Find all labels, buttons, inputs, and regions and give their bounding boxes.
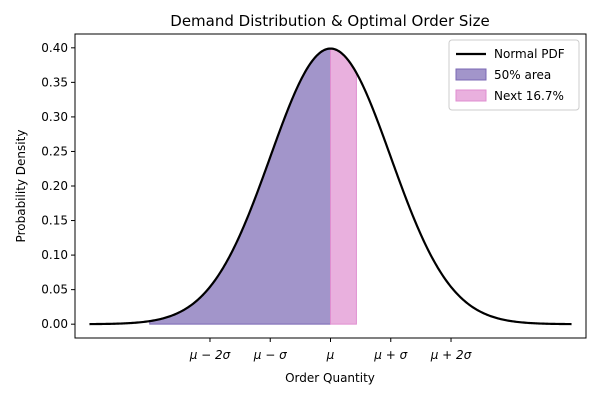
y-tick-label: 0.05 (41, 283, 68, 297)
normal-pdf-curve (89, 47, 572, 326)
x-tick-label: μ (326, 348, 335, 362)
x-tick-label: μ + 2σ (430, 348, 472, 362)
shaded-region-0 (149, 48, 331, 325)
y-tick-label: 0.25 (41, 144, 68, 158)
x-tick-label: μ − σ (253, 348, 287, 362)
y-tick-label: 0.15 (41, 214, 68, 228)
chart-title: Demand Distribution & Optimal Order Size (170, 12, 489, 30)
x-tick-label: μ + σ (373, 348, 407, 362)
x-axis: μ − 2σ μ − σ μ μ + σ μ + 2σ (189, 338, 472, 362)
y-tick-label: 0.40 (41, 41, 68, 55)
legend-label-next-16-7: Next 16.7% (494, 89, 564, 103)
legend: Normal PDF 50% area Next 16.7% (448, 39, 580, 111)
x-tick-label: μ − 2σ (189, 348, 231, 362)
legend-label-normal-pdf: Normal PDF (494, 47, 565, 61)
shaded-region-1 (330, 48, 357, 325)
legend-swatch-next-16-7 (455, 89, 487, 102)
y-tick-label: 0.00 (41, 317, 68, 331)
y-axis: 0.00 0.05 0.10 0.15 0.20 0.25 0.30 0.35 0.40 (41, 41, 75, 331)
legend-label-50-area: 50% area (494, 68, 551, 82)
y-tick-label: 0.35 (41, 75, 68, 89)
y-tick-label: 0.20 (41, 179, 68, 193)
y-tick-label: 0.10 (41, 248, 68, 262)
x-axis-label: Order Quantity (285, 371, 375, 385)
y-axis-label: Probability Density (14, 130, 28, 243)
y-tick-label: 0.30 (41, 110, 68, 124)
legend-swatch-50-area (455, 68, 487, 81)
